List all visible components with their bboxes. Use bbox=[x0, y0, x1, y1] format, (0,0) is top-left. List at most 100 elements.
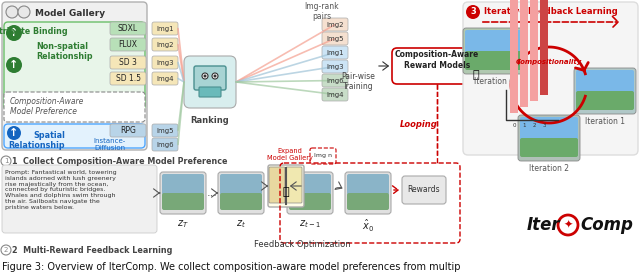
Text: $z_T$: $z_T$ bbox=[177, 218, 189, 230]
FancyBboxPatch shape bbox=[576, 70, 634, 93]
Text: $z_{t-1}$: $z_{t-1}$ bbox=[299, 218, 321, 230]
FancyBboxPatch shape bbox=[310, 148, 336, 164]
Circle shape bbox=[1, 156, 11, 166]
FancyBboxPatch shape bbox=[402, 176, 446, 204]
Text: Iter: Iter bbox=[526, 216, 560, 234]
Text: ✦: ✦ bbox=[563, 220, 573, 230]
FancyBboxPatch shape bbox=[518, 115, 580, 161]
FancyBboxPatch shape bbox=[152, 22, 178, 35]
Text: Img3: Img3 bbox=[156, 59, 174, 66]
FancyBboxPatch shape bbox=[289, 174, 331, 195]
FancyBboxPatch shape bbox=[463, 2, 638, 155]
FancyBboxPatch shape bbox=[152, 38, 178, 51]
Text: Attribute Binding: Attribute Binding bbox=[0, 27, 68, 36]
Text: Img4: Img4 bbox=[156, 76, 173, 81]
Text: 🔥: 🔥 bbox=[283, 187, 289, 197]
FancyBboxPatch shape bbox=[4, 124, 145, 148]
Circle shape bbox=[1, 245, 11, 255]
FancyBboxPatch shape bbox=[520, 138, 578, 157]
Text: Iteration 1: Iteration 1 bbox=[585, 117, 625, 126]
Text: Prompt: Fantastical world, towering
islands adorned with lush greenery
rise maje: Prompt: Fantastical world, towering isla… bbox=[5, 170, 116, 210]
FancyBboxPatch shape bbox=[110, 38, 146, 51]
Text: 2: 2 bbox=[4, 247, 8, 253]
Text: 2  Multi-Reward Feedback Learning: 2 Multi-Reward Feedback Learning bbox=[12, 246, 172, 255]
Text: Pair-wise
Training: Pair-wise Training bbox=[341, 72, 375, 92]
FancyBboxPatch shape bbox=[269, 167, 285, 203]
FancyBboxPatch shape bbox=[347, 174, 389, 195]
Text: Feedback Optimization: Feedback Optimization bbox=[253, 240, 350, 249]
FancyBboxPatch shape bbox=[322, 32, 348, 45]
FancyBboxPatch shape bbox=[268, 165, 304, 207]
Text: SD 1.5: SD 1.5 bbox=[115, 74, 141, 83]
Text: $z_t$: $z_t$ bbox=[236, 218, 246, 230]
FancyBboxPatch shape bbox=[322, 18, 348, 31]
Text: Img1: Img1 bbox=[326, 49, 344, 56]
Text: Comp: Comp bbox=[580, 216, 633, 234]
Text: Compositionality: Compositionality bbox=[516, 59, 582, 65]
Text: 1: 1 bbox=[4, 158, 8, 164]
FancyBboxPatch shape bbox=[218, 172, 264, 214]
FancyBboxPatch shape bbox=[4, 22, 145, 110]
Text: 3: 3 bbox=[470, 8, 476, 16]
Text: Composition-Aware
Reward Models: Composition-Aware Reward Models bbox=[395, 50, 479, 70]
FancyBboxPatch shape bbox=[162, 174, 204, 195]
FancyBboxPatch shape bbox=[345, 172, 391, 214]
FancyBboxPatch shape bbox=[4, 92, 145, 122]
FancyBboxPatch shape bbox=[2, 165, 157, 233]
Text: Iteration 2: Iteration 2 bbox=[529, 164, 569, 173]
FancyBboxPatch shape bbox=[160, 172, 206, 214]
FancyBboxPatch shape bbox=[152, 138, 178, 151]
Text: ↑: ↑ bbox=[10, 128, 19, 138]
FancyBboxPatch shape bbox=[347, 193, 389, 210]
Text: Rewards: Rewards bbox=[408, 186, 440, 194]
Text: Spatial
Relationship: Spatial Relationship bbox=[8, 131, 65, 150]
Text: RPG: RPG bbox=[120, 126, 136, 135]
Text: $\hat{x}_0$: $\hat{x}_0$ bbox=[362, 218, 374, 234]
FancyBboxPatch shape bbox=[322, 60, 348, 73]
Circle shape bbox=[202, 73, 208, 79]
Bar bbox=[540, 0, 548, 95]
Circle shape bbox=[6, 6, 18, 18]
Text: ↑: ↑ bbox=[10, 60, 19, 70]
Text: Img3: Img3 bbox=[326, 64, 344, 69]
Text: 0: 0 bbox=[512, 123, 516, 128]
FancyBboxPatch shape bbox=[574, 68, 636, 114]
Text: Model Gallery: Model Gallery bbox=[35, 9, 105, 18]
Bar bbox=[530, 0, 538, 100]
Circle shape bbox=[212, 73, 218, 79]
Text: Figure 3: Overview of IterComp. We collect composition-aware model preferences f: Figure 3: Overview of IterComp. We colle… bbox=[2, 262, 461, 272]
FancyBboxPatch shape bbox=[322, 74, 348, 87]
Circle shape bbox=[214, 74, 216, 78]
Text: Expand
Model Gallery: Expand Model Gallery bbox=[267, 148, 313, 161]
FancyBboxPatch shape bbox=[465, 30, 523, 53]
Bar bbox=[520, 0, 528, 107]
Text: Img4: Img4 bbox=[326, 92, 344, 97]
FancyBboxPatch shape bbox=[162, 193, 204, 210]
Text: Img1: Img1 bbox=[156, 25, 174, 32]
FancyBboxPatch shape bbox=[463, 28, 525, 74]
Circle shape bbox=[6, 25, 22, 41]
Text: ↑: ↑ bbox=[10, 28, 19, 38]
Circle shape bbox=[204, 74, 207, 78]
Text: Non-spatial
Relationship: Non-spatial Relationship bbox=[36, 42, 93, 61]
Text: SDXL: SDXL bbox=[118, 24, 138, 33]
Circle shape bbox=[466, 5, 480, 19]
Text: Img2: Img2 bbox=[156, 42, 173, 47]
Circle shape bbox=[6, 57, 22, 73]
Text: Img2: Img2 bbox=[326, 21, 344, 28]
FancyBboxPatch shape bbox=[152, 72, 178, 85]
FancyBboxPatch shape bbox=[2, 2, 147, 150]
Text: Img6: Img6 bbox=[326, 78, 344, 83]
FancyBboxPatch shape bbox=[287, 172, 333, 214]
FancyBboxPatch shape bbox=[392, 48, 482, 84]
FancyBboxPatch shape bbox=[576, 91, 634, 110]
FancyBboxPatch shape bbox=[194, 66, 226, 90]
Text: Img n: Img n bbox=[314, 153, 332, 158]
FancyBboxPatch shape bbox=[286, 167, 302, 203]
Text: 2: 2 bbox=[532, 123, 536, 128]
FancyBboxPatch shape bbox=[289, 193, 331, 210]
Text: FLUX: FLUX bbox=[118, 40, 138, 49]
FancyBboxPatch shape bbox=[220, 174, 262, 195]
Text: 3: 3 bbox=[542, 123, 546, 128]
FancyBboxPatch shape bbox=[152, 124, 178, 137]
